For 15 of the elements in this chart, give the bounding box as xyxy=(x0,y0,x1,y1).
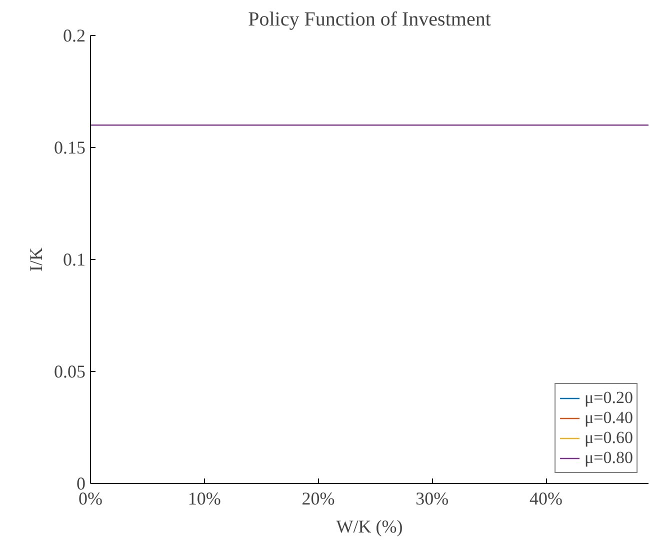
legend-label: μ=0.40 xyxy=(584,408,633,428)
y-tick-label: 0.1 xyxy=(63,250,86,270)
x-axis-title: W/K (%) xyxy=(336,516,403,536)
y-tick-label: 0.05 xyxy=(54,362,86,382)
legend-label: μ=0.60 xyxy=(584,428,633,448)
x-tick-label: 30% xyxy=(416,488,449,508)
x-tick-label: 40% xyxy=(530,488,563,508)
y-axis-title: I/K xyxy=(26,247,46,272)
y-tick-label: 0.15 xyxy=(54,138,86,158)
legend-label: μ=0.80 xyxy=(584,448,633,468)
legend-label: μ=0.20 xyxy=(584,388,633,408)
y-tick-label: 0.2 xyxy=(63,26,86,46)
x-tick-label: 20% xyxy=(302,488,335,508)
x-tick-label: 10% xyxy=(188,488,221,508)
chart-title: Policy Function of Investment xyxy=(248,8,492,30)
